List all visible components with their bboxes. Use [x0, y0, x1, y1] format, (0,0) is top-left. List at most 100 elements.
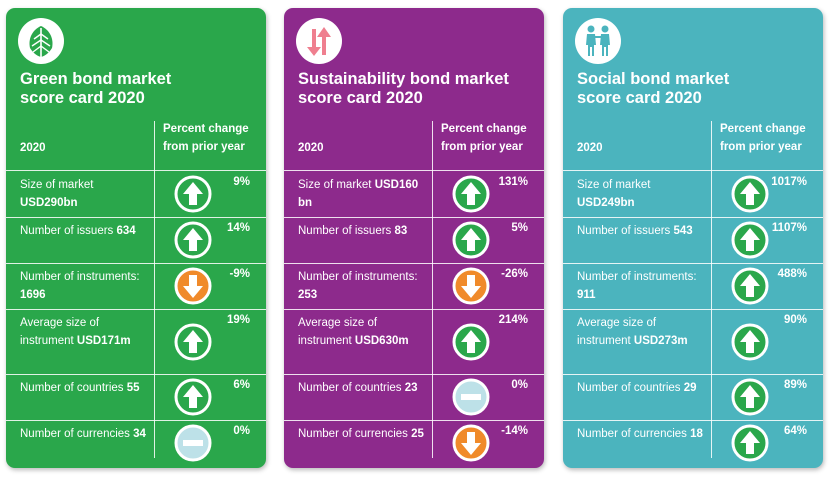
percent-change: 0%	[233, 425, 250, 437]
arrow-up-icon	[731, 175, 769, 213]
row-divider	[6, 263, 266, 264]
metric-name: Number of issuers	[298, 225, 392, 237]
score-row: Number of currencies 25 -14%	[284, 420, 544, 466]
metric-value: 34	[133, 428, 146, 440]
no-change-icon	[174, 424, 212, 462]
metric-name: Number of instruments:	[577, 271, 697, 283]
percent-change: 488%	[777, 268, 807, 280]
percent-change: 90%	[783, 314, 807, 326]
metric-label: Number of countries 29	[577, 379, 707, 397]
percent-change: 1017%	[771, 176, 807, 188]
card-title: Sustainability bond market score card 20…	[298, 70, 509, 107]
card-title: Social bond market score card 2020	[577, 70, 730, 107]
metric-label: Number of countries 23	[298, 379, 428, 397]
metric-name: Size of market	[20, 179, 94, 191]
column-divider	[154, 121, 155, 458]
metric-name: Number of instruments:	[20, 271, 140, 283]
metric-name: Number of currencies	[20, 428, 130, 440]
row-divider	[563, 170, 823, 171]
metric-label: Average size of instrument USD171m	[20, 314, 150, 350]
up-down-arrows-icon	[296, 18, 342, 64]
score-row: Number of countries 29 89%	[563, 374, 823, 420]
score-row: Average size of instrument USD171m 19%	[6, 309, 266, 374]
metric-value: 18	[690, 428, 703, 440]
metric-name: Number of currencies	[577, 428, 687, 440]
metric-value: 29	[683, 382, 697, 394]
score-row: Size of market USD290bn 9%	[6, 171, 266, 217]
metric-label: Size of market USD290bn	[20, 176, 150, 212]
row-divider	[284, 170, 544, 171]
row-divider	[6, 420, 266, 421]
row-divider	[284, 374, 544, 375]
percent-change: 89%	[783, 379, 807, 391]
metric-label: Average size of instrument USD273m	[577, 314, 707, 350]
arrow-up-icon	[452, 221, 490, 259]
metric-label: Number of issuers 83	[298, 222, 428, 240]
arrow-up-icon	[174, 221, 212, 259]
metric-value: USD290bn	[20, 197, 78, 209]
metric-value: 543	[673, 225, 693, 237]
year-header: 2020	[20, 142, 46, 154]
row-divider	[6, 170, 266, 171]
arrow-up-icon	[174, 378, 212, 416]
metric-label: Average size of instrument USD630m	[298, 314, 428, 350]
metric-label: Number of instruments: 253	[298, 268, 428, 304]
score-row: Number of instruments: 911 488%	[563, 263, 823, 309]
metric-name: Size of market	[577, 179, 651, 191]
metric-name: Number of countries	[577, 382, 681, 394]
arrow-up-icon	[731, 378, 769, 416]
score-row: Size of market USD249bn 1017%	[563, 171, 823, 217]
metric-value: 1696	[20, 289, 46, 301]
arrow-up-icon	[731, 221, 769, 259]
metric-name: Number of issuers	[577, 225, 671, 237]
metric-label: Number of issuers 634	[20, 222, 150, 240]
metric-value: USD273m	[633, 335, 688, 347]
column-divider	[711, 121, 712, 458]
percent-change: 6%	[233, 379, 250, 391]
score-row: Number of instruments: 253 -26%	[284, 263, 544, 309]
metric-value: USD160 bn	[298, 179, 419, 209]
percent-change: 0%	[511, 379, 528, 391]
metric-label: Number of currencies 18	[577, 425, 707, 443]
metric-name: Number of currencies	[298, 428, 408, 440]
metric-value: 23	[404, 382, 418, 394]
no-change-icon	[452, 378, 490, 416]
metric-label: Size of market USD249bn	[577, 176, 707, 212]
row-divider	[284, 217, 544, 218]
percent-change-header: Percent change from prior year	[441, 123, 527, 153]
percent-change: 9%	[233, 176, 250, 188]
score-row: Number of countries 23 0%	[284, 374, 544, 420]
row-divider	[6, 374, 266, 375]
arrow-down-icon	[452, 267, 490, 305]
metric-value: 634	[116, 225, 136, 237]
score-row: Number of issuers 543 1107%	[563, 217, 823, 263]
percent-change: -9%	[229, 268, 250, 280]
score-row: Number of currencies 18 64%	[563, 420, 823, 466]
metric-label: Number of instruments: 911	[577, 268, 707, 304]
row-divider	[284, 420, 544, 421]
percent-change: 19%	[226, 314, 250, 326]
metric-value: 25	[411, 428, 424, 440]
percent-change: 64%	[783, 425, 807, 437]
metric-label: Number of currencies 34	[20, 425, 150, 443]
people-icon	[575, 18, 621, 64]
score-row: Number of issuers 634 14%	[6, 217, 266, 263]
score-row: Number of instruments: 1696 -9%	[6, 263, 266, 309]
percent-change: 14%	[226, 222, 250, 234]
arrow-up-icon	[452, 323, 490, 361]
row-divider	[563, 374, 823, 375]
metric-value: 83	[394, 225, 408, 237]
arrow-up-icon	[731, 323, 769, 361]
metric-label: Size of market USD160 bn	[298, 176, 428, 212]
metric-name: Average size of instrument	[20, 317, 100, 347]
score-row: Number of issuers 83 5%	[284, 217, 544, 263]
leaf-icon	[18, 18, 64, 64]
metric-label: Number of issuers 543	[577, 222, 707, 240]
green-bond-card: Green bond market score card 2020 2020 P…	[6, 8, 266, 468]
metric-name: Average size of instrument	[298, 317, 378, 347]
row-divider	[284, 309, 544, 310]
percent-change: 1107%	[771, 222, 807, 234]
sustainability-bond-card: Sustainability bond market score card 20…	[284, 8, 544, 468]
percent-change-header: Percent change from prior year	[720, 123, 806, 153]
arrow-down-icon	[174, 267, 212, 305]
